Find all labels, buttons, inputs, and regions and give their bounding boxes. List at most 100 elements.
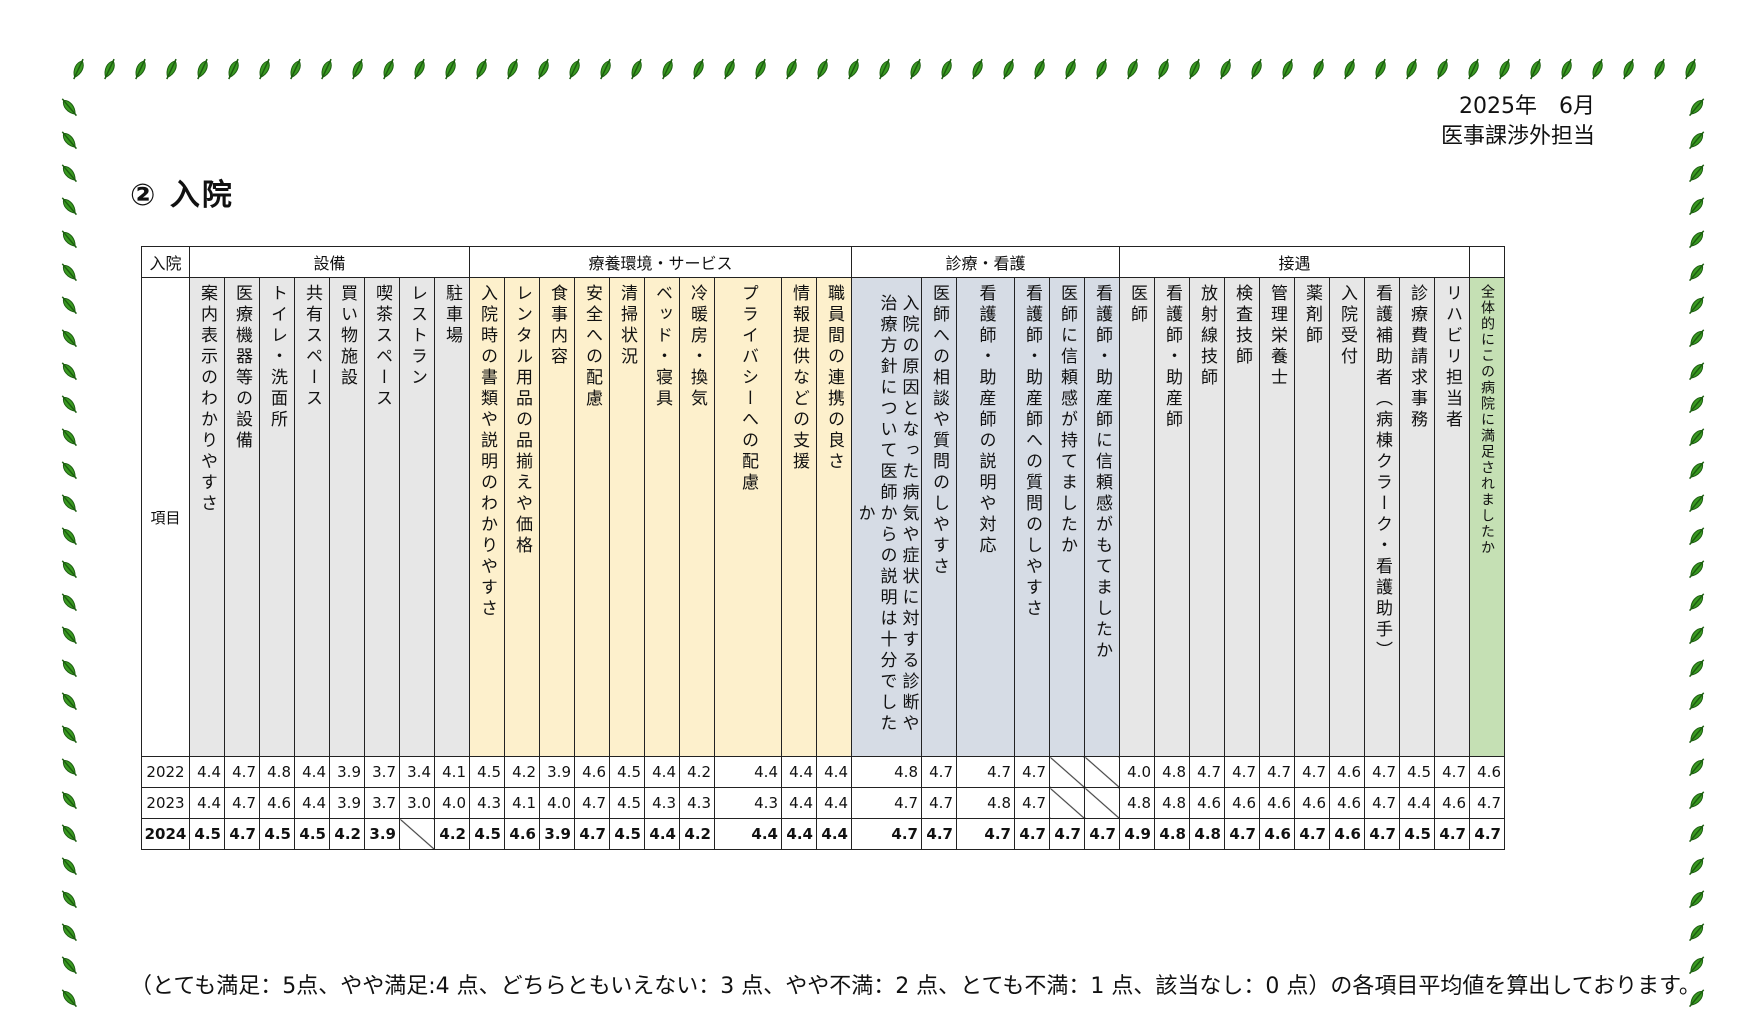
item-header-cell: レンタル用品の品揃えや価格 <box>504 277 540 757</box>
vine-leaf-icon <box>445 58 456 80</box>
vine-leaf-icon <box>1688 857 1705 876</box>
item-header-cell: 看護師・助産師への質問のしやすさ <box>1014 277 1050 757</box>
vine-leaf-icon <box>662 58 673 80</box>
report-department: 医事課渉外担当 <box>1440 124 1595 149</box>
vine-leaf-icon <box>73 58 84 80</box>
vine-leaf-icon <box>61 989 78 1008</box>
vine-leaf-icon <box>1688 626 1705 645</box>
score-cell: 4.4 <box>781 756 817 788</box>
score-cell: 4.6 <box>1259 787 1295 819</box>
score-cell: 4.7 <box>224 787 260 819</box>
vine-leaf-icon <box>1592 58 1603 80</box>
vine-leaf-icon <box>1688 494 1705 513</box>
score-cell: 4.3 <box>469 787 505 819</box>
vine-leaf-icon <box>1096 58 1107 80</box>
vine-leaf-icon <box>1003 58 1014 80</box>
group-medical: 診療・看護 <box>851 246 1120 278</box>
group-facility: 設備 <box>189 246 470 278</box>
vine-leaf-icon <box>1688 560 1705 579</box>
item-header-cell: 検査技師 <box>1224 277 1260 757</box>
item-header-cell: 案内表示のわかりやすさ <box>189 277 225 757</box>
score-cell: 4.6 <box>1434 787 1470 819</box>
score-cell: 4.6 <box>1224 787 1260 819</box>
item-header-label: 看護師・助産師 <box>1162 284 1182 431</box>
vine-leaf-icon <box>693 58 704 80</box>
item-header-cell: 入院時の書類や説明のわかりやすさ <box>469 277 505 757</box>
score-cell: 4.7 <box>1014 756 1050 788</box>
item-header-cell: トイレ・洗面所 <box>259 277 295 757</box>
score-cell: 4.7 <box>224 818 260 850</box>
score-cell: 4.7 <box>921 756 957 788</box>
score-cell: 4.7 <box>851 818 922 850</box>
item-header-label: 看護師・助産師への質問のしやすさ <box>1022 284 1042 620</box>
vine-leaf-icon <box>352 58 363 80</box>
score-cell: 4.2 <box>679 818 715 850</box>
score-cell: 4.3 <box>679 787 715 819</box>
vine-leaf-icon <box>166 58 177 80</box>
item-header-label: 駐車場 <box>442 284 462 347</box>
vine-leaf-icon <box>259 58 270 80</box>
vine-leaf-icon <box>197 58 208 80</box>
score-cell: 4.7 <box>574 818 610 850</box>
item-header-label: 看護師・助産師の説明や対応 <box>975 284 996 557</box>
score-cell: 4.2 <box>329 818 365 850</box>
item-header-label: 安全への配慮 <box>582 284 602 410</box>
vine-leaf-icon <box>414 58 425 80</box>
vine-leaf-icon <box>61 692 78 711</box>
score-cell: 3.9 <box>539 756 575 788</box>
vine-leaf-icon <box>848 58 859 80</box>
score-cell: 4.4 <box>781 818 817 850</box>
year-cell: 2023 <box>141 787 190 819</box>
score-cell: 4.8 <box>956 787 1015 819</box>
score-cell: 3.4 <box>399 756 435 788</box>
score-cell: 3.9 <box>329 756 365 788</box>
vine-leaf-icon <box>1688 527 1705 546</box>
vine-leaf-icon <box>1688 395 1705 414</box>
vine-leaf-icon <box>61 725 78 744</box>
score-cell: 4.7 <box>224 756 260 788</box>
score-cell: 4.5 <box>259 818 295 850</box>
item-header-cell: 医師 <box>1119 277 1155 757</box>
item-header-cell: 医療機器等の設備 <box>224 277 260 757</box>
item-header-label: プライバシーへの配慮 <box>738 284 758 494</box>
item-header-label: 看護師・助産師に信頼感がもてましたか <box>1092 284 1112 662</box>
vine-leaf-icon <box>1688 791 1705 810</box>
score-cell: 4.3 <box>644 787 680 819</box>
item-header-cell: 診療費請求事務 <box>1399 277 1435 757</box>
vine-leaf-icon <box>1688 725 1705 744</box>
score-cell: 4.7 <box>921 818 957 850</box>
score-cell: 4.7 <box>1434 818 1470 850</box>
item-header-cell: 看護師・助産師の説明や対応 <box>956 277 1015 757</box>
vine-leaf-icon <box>1282 58 1293 80</box>
item-header-cell: 喫茶スペース <box>364 277 400 757</box>
item-header-label: リハビリ担当者 <box>1442 284 1462 431</box>
score-cell: 3.9 <box>539 818 575 850</box>
vine-leaf-icon <box>1189 58 1200 80</box>
score-cell: 4.4 <box>781 787 817 819</box>
vine-leaf-icon <box>61 395 78 414</box>
item-header-label: 医師に信頼感が持てましたか <box>1057 284 1077 557</box>
vine-leaf-icon <box>1530 58 1541 80</box>
score-cell: 4.8 <box>259 756 295 788</box>
item-header-label: 案内表示のわかりやすさ <box>197 284 217 515</box>
item-header-label: ベッド・寝具 <box>652 284 672 410</box>
vine-leaf-icon <box>1688 593 1705 612</box>
score-cell: 4.8 <box>851 756 922 788</box>
vine-leaf-icon <box>61 98 78 117</box>
group-overall-blank <box>1469 246 1505 278</box>
vine-leaf-icon <box>786 58 797 80</box>
survey-results-table: 入院 設備 療養環境・サービス 診療・看護 接遇 項目 案内表示のわかりやすさ医… <box>141 246 1505 850</box>
vine-leaf-icon <box>1344 58 1355 80</box>
score-cell: 4.7 <box>1364 756 1400 788</box>
vine-leaf-icon <box>1034 58 1045 80</box>
vine-leaf-icon <box>61 560 78 579</box>
vine-leaf-icon <box>104 58 115 80</box>
vine-leaf-icon <box>61 890 78 909</box>
vine-leaf-icon <box>1375 58 1386 80</box>
score-cell: 4.6 <box>1294 787 1330 819</box>
vine-leaf-icon <box>1499 58 1510 80</box>
vine-leaf-icon <box>476 58 487 80</box>
score-cell: 4.8 <box>1119 787 1155 819</box>
score-cell: 4.6 <box>1259 818 1295 850</box>
item-header-cell: リハビリ担当者 <box>1434 277 1470 757</box>
